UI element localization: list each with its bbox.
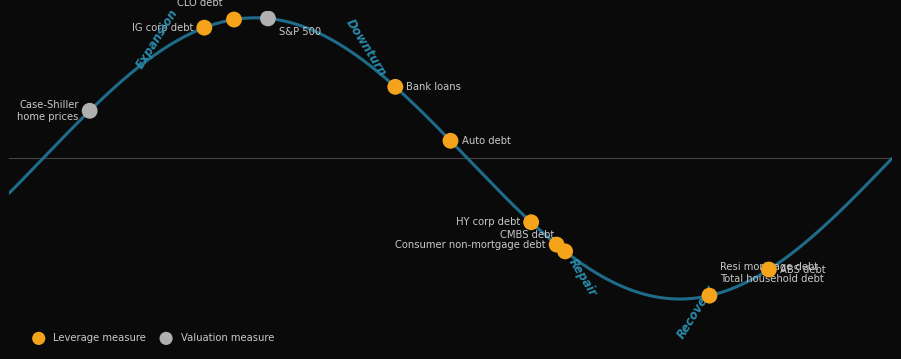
Point xyxy=(159,336,173,341)
Point xyxy=(227,17,241,22)
Text: Downturn: Downturn xyxy=(342,17,388,79)
Text: Auto debt: Auto debt xyxy=(461,136,510,146)
Text: Bank loans: Bank loans xyxy=(406,82,461,92)
Point xyxy=(197,25,212,31)
Point xyxy=(443,138,458,144)
Text: HY corp debt: HY corp debt xyxy=(456,217,520,227)
Text: Recovery: Recovery xyxy=(675,283,718,341)
Text: S&P 500: S&P 500 xyxy=(279,27,321,37)
Point xyxy=(558,248,572,254)
Text: Case-Shiller
home prices: Case-Shiller home prices xyxy=(17,99,78,122)
Point xyxy=(260,15,275,21)
Point xyxy=(83,108,97,114)
Text: Leverage measure: Leverage measure xyxy=(53,334,146,344)
Point xyxy=(388,84,403,90)
Point xyxy=(524,219,539,225)
Point xyxy=(32,336,46,341)
Point xyxy=(702,293,716,298)
Point xyxy=(550,242,564,247)
Point xyxy=(761,267,776,272)
Text: Repair: Repair xyxy=(565,257,599,299)
Text: Expansion: Expansion xyxy=(134,7,181,71)
Text: Consumer non-mortgage debt: Consumer non-mortgage debt xyxy=(395,239,546,250)
Text: CMBS debt: CMBS debt xyxy=(500,230,554,240)
Text: ABS debt: ABS debt xyxy=(780,265,825,275)
Text: Resi mortgage debt
Total household debt: Resi mortgage debt Total household debt xyxy=(721,262,824,284)
Text: Valuation measure: Valuation measure xyxy=(180,334,274,344)
Text: CLO debt: CLO debt xyxy=(177,0,223,8)
Text: IG corp debt: IG corp debt xyxy=(132,23,193,33)
